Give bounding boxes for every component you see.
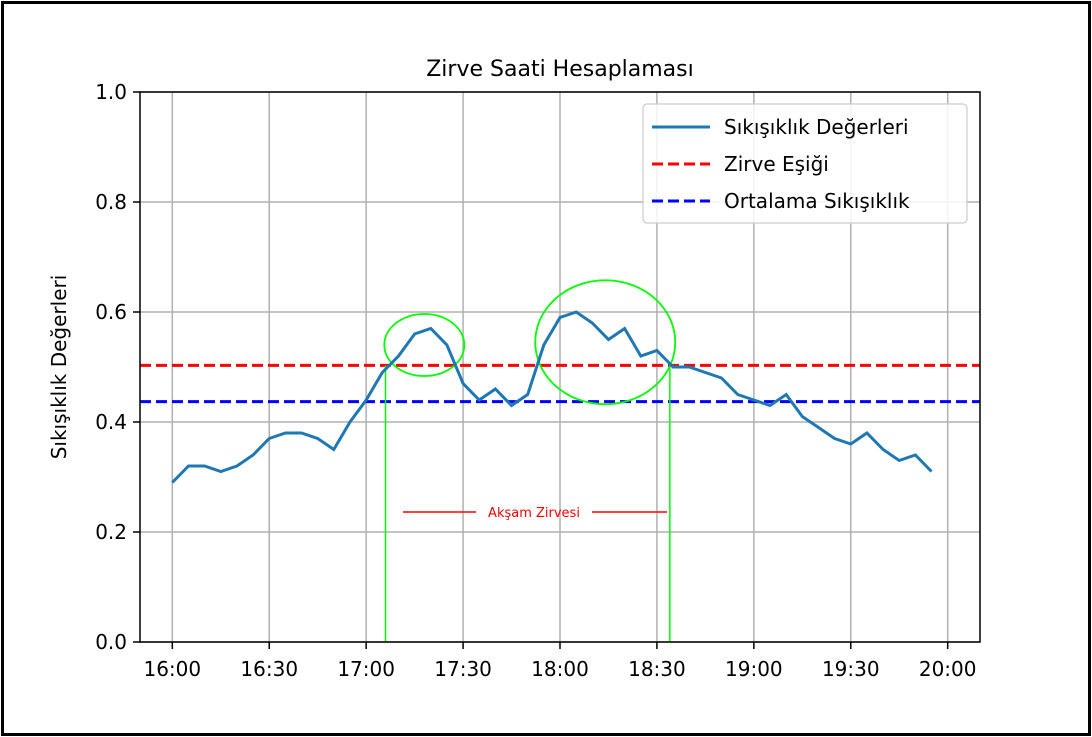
x-tick-label: 18:30 (628, 657, 686, 681)
y-tick-label: 0.0 (95, 630, 127, 654)
legend-box (642, 103, 968, 224)
y-tick-label: 0.6 (95, 300, 127, 324)
x-tick-label: 19:00 (725, 657, 783, 681)
y-tick-label: 0.2 (95, 520, 127, 544)
x-axis: 16:00 16:30 17:00 17:30 18:00 18:30 19:00 19:30… (143, 642, 977, 681)
y-tick-label: 0.4 (95, 410, 127, 434)
legend-entry-label: Sıkışıklık Değerleri (724, 115, 909, 139)
x-tick-label: 16:00 (143, 657, 201, 681)
chart-title: Zirve Saati Hesaplaması (426, 57, 694, 82)
legend-entry-label: Zirve Eşiği (724, 152, 829, 176)
legend: Sıkışıklık Değerleri Zirve Eşiği Ortalama … (642, 103, 968, 224)
peak-circle-2 (534, 279, 677, 406)
x-tick-label: 17:30 (434, 657, 492, 681)
y-axis-label: Sıkışıklık Değerleri (47, 275, 71, 460)
x-tick-label: 19:30 (822, 657, 880, 681)
y-axis: 0.0 0.2 0.4 0.6 0.8 1.0 (95, 80, 140, 654)
x-tick-label: 20:00 (919, 657, 977, 681)
peak-annotation: Akşam Zirvesi (403, 506, 667, 521)
x-tick-label: 16:30 (240, 657, 298, 681)
peak-annotation-label: Akşam Zirvesi (488, 506, 580, 521)
peak-highlight-circles (383, 279, 677, 406)
reference-lines (140, 363, 980, 404)
x-tick-label: 18:00 (531, 657, 589, 681)
legend-entry-label: Ortalama Sıkışıklık (724, 189, 910, 213)
peak-circle-1 (383, 313, 466, 377)
y-tick-label: 0.8 (95, 190, 127, 214)
y-tick-label: 1.0 (95, 80, 127, 104)
x-tick-label: 17:00 (337, 657, 395, 681)
series-line-sikisiklik-degerleri (171, 310, 933, 484)
peak-boundary-lines (384, 365, 671, 642)
